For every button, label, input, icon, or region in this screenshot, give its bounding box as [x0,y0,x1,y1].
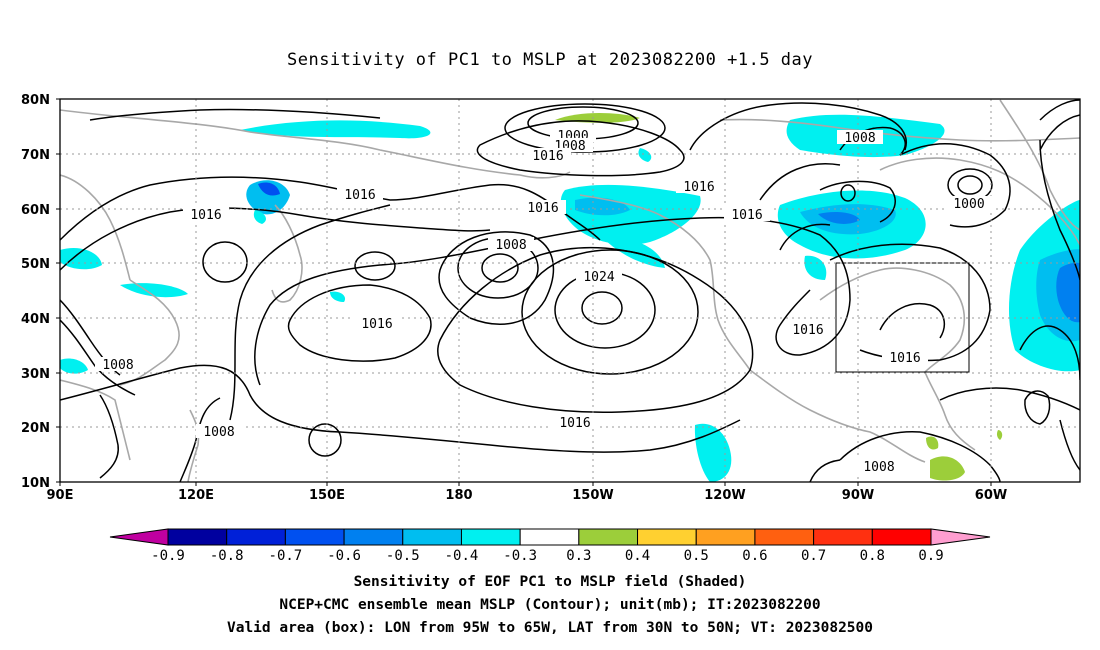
colorbar-tick-label: -0.7 [269,548,303,564]
colorbar-cell [167,528,228,546]
mslp-contours [60,99,1080,482]
contour-label-1016-g: 1016 [792,323,823,338]
colorbar-cell [343,528,404,546]
map-title: Sensitivity of PC1 to MSLP at 2023082200… [286,50,813,70]
contour-label-1008-sw: 1008 [203,425,234,440]
colorbar-tick-label: 0.3 [566,548,591,564]
colorbar-tick-label: 0.8 [860,548,885,564]
lat-label: 60N [21,203,50,218]
caption-valid-area: Valid area (box): LON from 95W to 65W, L… [226,620,873,636]
lat-label: 50N [21,257,50,272]
caption-contour: NCEP+CMC ensemble mean MSLP (Contour); u… [279,597,821,613]
lat-label: 20N [21,421,50,436]
lon-label: 150W [572,488,613,503]
lon-label: 120W [704,488,745,503]
colorbar-cells [167,528,932,546]
colorbar-tick-label: -0.5 [386,548,420,564]
colorbar-tick-label: 0.7 [801,548,826,564]
lon-label: 180 [445,488,472,503]
colorbar-tick-label: -0.8 [210,548,244,564]
colorbar-tick-label: -0.6 [327,548,361,564]
contour-label-1000-e: 1000 [953,197,984,212]
colorbar-tick-label: 0.9 [918,548,943,564]
contour-labels: 1000 1008 1016 1008 1016 1016 1016 1016 … [95,128,992,475]
colorbar-tick-label: -0.4 [445,548,479,564]
contour-label-1016-a: 1016 [683,180,714,195]
contour-label-1016-south: 1016 [559,416,590,431]
contour-label-1008-se: 1008 [863,460,894,475]
colorbar-right-tip [930,528,991,546]
contour-label-1016-h: 1016 [889,351,920,366]
lat-label: 70N [21,148,50,163]
coastlines [60,99,1080,482]
colorbar-cell [460,528,521,546]
colorbar-cell [402,528,462,546]
colorbar-tick-label: -0.9 [151,548,185,564]
caption-shaded: Sensitivity of EOF PC1 to MSLP field (Sh… [353,574,747,590]
colorbar-cell [226,528,286,546]
colorbar-tick-label: 0.4 [625,548,650,564]
lat-label: 80N [21,93,50,108]
lon-label: 90W [842,488,874,503]
contour-label-1016-f: 1016 [361,317,392,332]
colorbar-cell [813,528,873,546]
lat-label: 10N [21,476,50,491]
lon-label: 120E [178,488,214,503]
colorbar: -0.9 -0.8 -0.7 -0.6 -0.5 -0.4 -0.3 0.3 0.4 0.5 0.6… [109,528,991,564]
longitude-labels: 90E 120E 150E 180 150W 120W 90W 60W [47,488,1008,503]
lon-label: 90E [47,488,74,503]
colorbar-tick-label: 0.5 [684,548,709,564]
plot-frame [59,98,1081,483]
lat-label: 30N [21,367,50,382]
lon-label: 150E [309,488,345,503]
contour-label-1016-d: 1016 [190,208,221,223]
contour-label-1024: 1024 [583,270,614,285]
colorbar-left-tip [109,528,169,546]
colorbar-cell [754,528,815,546]
contour-label-1016-c: 1016 [527,201,558,216]
colorbar-cell [578,528,639,546]
colorbar-cell [695,528,756,546]
colorbar-tick-labels: -0.9 -0.8 -0.7 -0.6 -0.5 -0.4 -0.3 0.3 0.4 0.5 0.6… [151,548,944,564]
colorbar-cell [637,528,697,546]
lat-label: 40N [21,312,50,327]
colorbar-cell [284,528,345,546]
colorbar-tick-label: 0.6 [742,548,767,564]
colorbar-tick-label: -0.3 [503,548,537,564]
contour-label-1016-b: 1016 [344,188,375,203]
colorbar-cell [871,528,932,546]
contour-label-1008-mid: 1008 [495,238,526,253]
contour-label-1008-w: 1008 [102,358,133,373]
contour-label-1016-e: 1016 [731,208,762,223]
contour-label-1008-ne: 1008 [844,131,875,146]
contour-label-1016-top: 1016 [532,149,563,164]
latitude-labels: 80N 70N 60N 50N 40N 30N 20N 10N [21,93,50,491]
axis-ticks [56,98,992,486]
colorbar-cell [519,528,580,546]
lon-label: 60W [975,488,1007,503]
